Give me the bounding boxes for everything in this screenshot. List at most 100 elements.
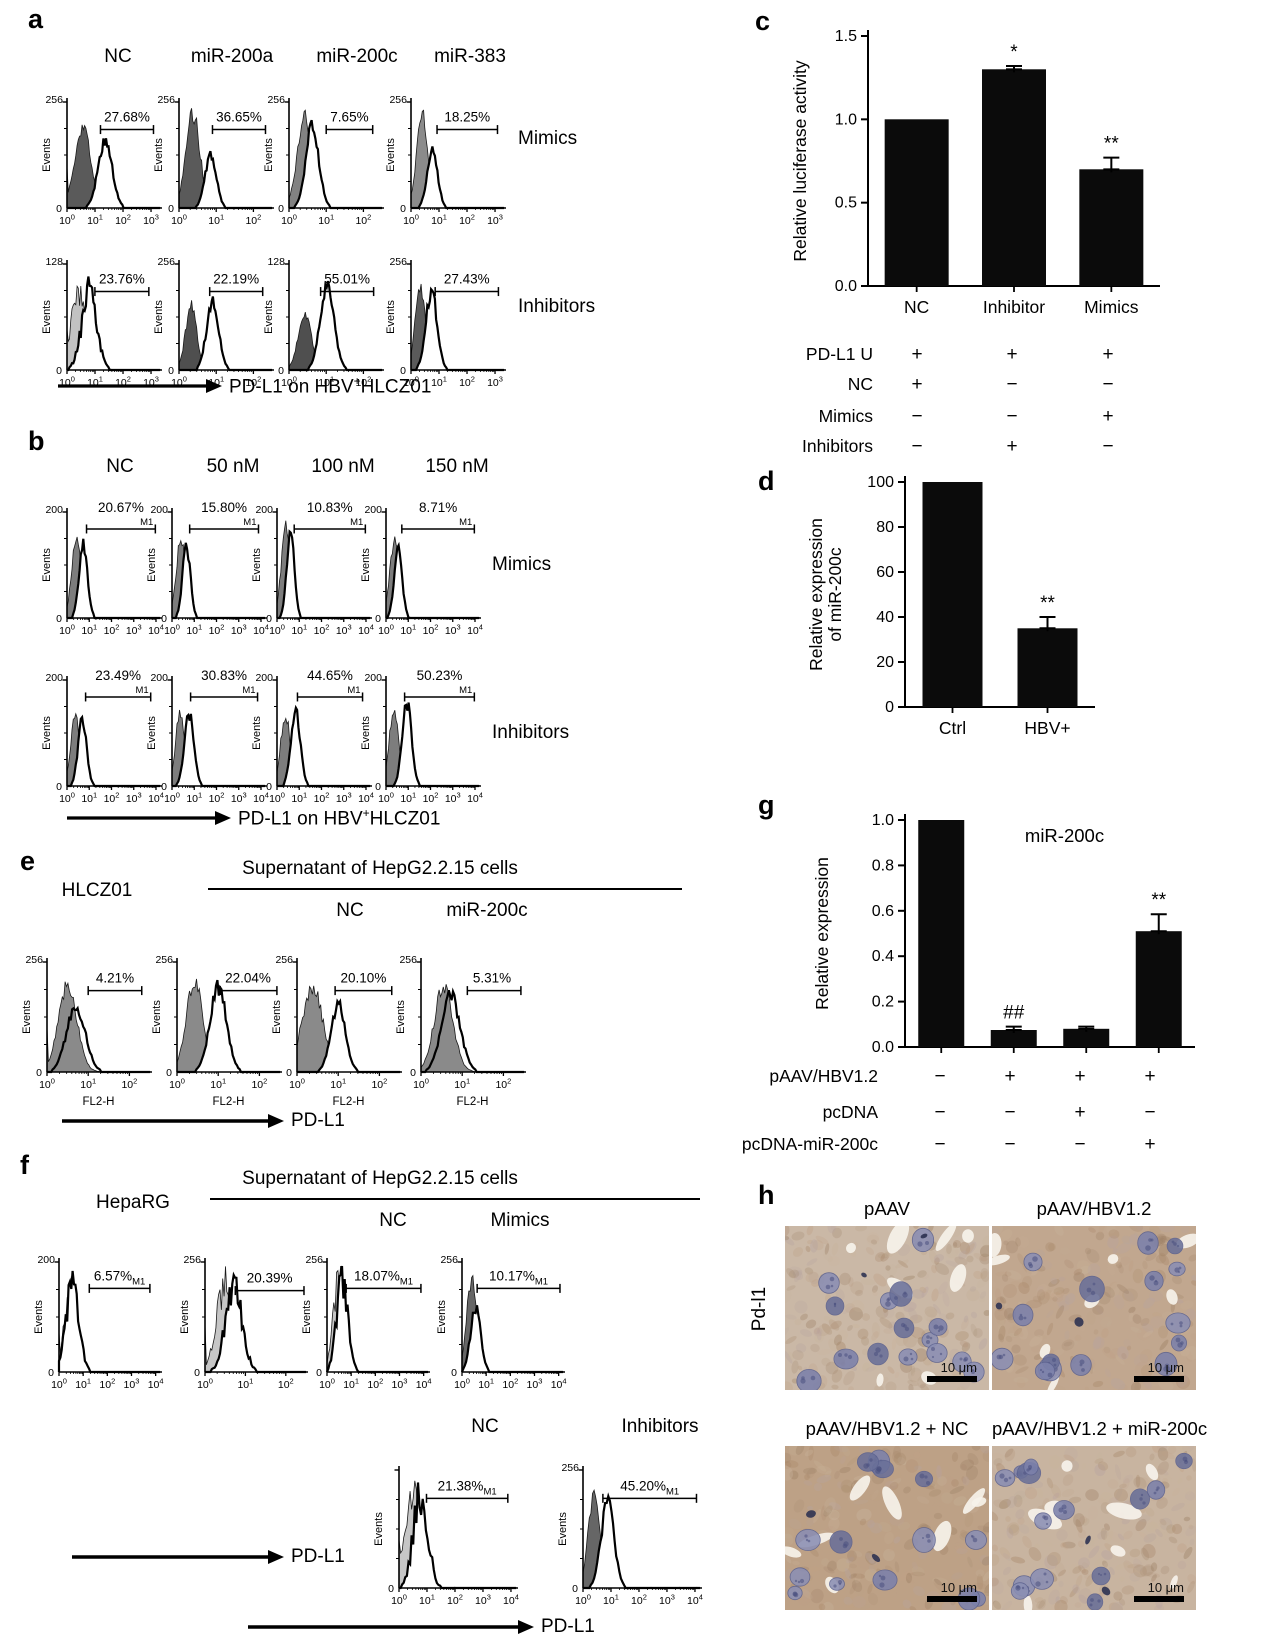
scale-label: 10 μm — [941, 1580, 977, 1595]
svg-text:102: 102 — [245, 213, 261, 228]
svg-text:Events: Events — [264, 300, 275, 334]
svg-text:Events: Events — [252, 716, 263, 750]
svg-text:100: 100 — [59, 375, 75, 390]
category-label: Ctrl — [939, 718, 966, 738]
panel-b-col-title-150nm: 150 nM — [425, 456, 489, 477]
bar — [918, 820, 965, 1047]
svg-text:0.0: 0.0 — [835, 278, 857, 295]
svg-text:100: 100 — [575, 1593, 591, 1608]
gate-percentage: 45.20%M1 — [620, 1478, 679, 1497]
svg-text:0: 0 — [48, 1367, 54, 1379]
svg-text:102: 102 — [104, 791, 120, 806]
flow-histogram-cell: 200 0 Events 100 101 102 103 104 6.57%M1 — [33, 1232, 164, 1394]
svg-text:Events: Events — [558, 1512, 569, 1546]
flow-histogram: 0 Events 100 101 102 103 104 21.38%M1 — [373, 1466, 519, 1608]
svg-text:200: 200 — [255, 672, 273, 684]
svg-text:100: 100 — [171, 213, 187, 228]
gate-percentage: 44.65% — [307, 668, 353, 683]
svg-text:Events: Events — [396, 1000, 407, 1034]
svg-text:100: 100 — [391, 1593, 407, 1608]
svg-text:200: 200 — [364, 672, 382, 684]
gate-percentage: 8.71% — [419, 500, 457, 515]
svg-text:104: 104 — [503, 1593, 519, 1608]
x-axis-arrow-icon — [62, 1114, 284, 1128]
flow-histogram-cell: 128 0 Events 100 101 102 55.01% — [263, 234, 386, 392]
gate-percentage: 18.25% — [444, 110, 490, 125]
svg-text:0: 0 — [166, 1067, 172, 1079]
panel-e-x-axis-label: PD-L1 — [291, 1110, 345, 1131]
svg-text:0.6: 0.6 — [872, 903, 894, 920]
svg-text:Events: Events — [147, 716, 158, 750]
category-label: Mimics — [1084, 297, 1139, 317]
panel-b-letter: b — [28, 426, 45, 456]
svg-text:Events: Events — [154, 138, 165, 172]
condition-cell: − — [1006, 374, 1018, 395]
gate-label: M1 — [135, 685, 148, 696]
x-axis-arrow-icon — [72, 1550, 284, 1564]
panel-a-col-title-mir200c: miR-200c — [316, 46, 398, 67]
category-label: Inhibitor — [983, 297, 1045, 317]
svg-text:100: 100 — [867, 474, 894, 491]
x-axis-arrow-icon — [248, 1620, 534, 1634]
scale-bar — [1134, 1376, 1184, 1382]
condition-row-label: pAAV/HBV1.2 — [769, 1066, 878, 1086]
svg-text:Events: Events — [272, 1000, 283, 1034]
gate-label: M1 — [350, 517, 363, 528]
condition-cell: − — [934, 1102, 946, 1123]
condition-cell: − — [911, 406, 923, 427]
svg-text:100: 100 — [413, 1077, 429, 1092]
condition-cell: − — [1144, 1102, 1156, 1123]
condition-cell: + — [911, 374, 923, 395]
bar — [1017, 628, 1078, 708]
svg-text:Events: Events — [42, 716, 53, 750]
condition-cell: + — [1102, 344, 1114, 365]
svg-text:104: 104 — [467, 791, 483, 806]
flow-histogram-cell: 256 0 Events 100 101 102 FL2-H 22.04% — [151, 932, 284, 1108]
svg-text:Events: Events — [374, 1512, 385, 1546]
svg-text:Events: Events — [152, 1000, 163, 1034]
condition-cell: + — [911, 344, 923, 365]
mir200c-expression-bar-chart: 0 20 40 60 80 100 Ctrl ** HBV+ Relative expressio… — [800, 474, 1160, 769]
panel-f: f Supernatant of HepG2.2.15 cells HepaRG… — [20, 1148, 720, 1649]
svg-text:100: 100 — [164, 623, 180, 638]
svg-text:103: 103 — [126, 623, 142, 638]
svg-text:102: 102 — [121, 1077, 137, 1092]
ihc-title-paav-hbv: pAAV/HBV1.2 — [1036, 1198, 1152, 1219]
flow-histogram: 256 0 Events 100 101 102 103 104 18.07%M1 — [301, 1254, 432, 1392]
flow-histogram-cell: 128 0 Events 100 101 102 103 23.76% — [41, 234, 164, 392]
svg-text:103: 103 — [475, 1593, 491, 1608]
svg-text:256: 256 — [561, 1462, 579, 1474]
svg-text:103: 103 — [336, 623, 352, 638]
gate-percentage: 18.07%M1 — [354, 1268, 413, 1287]
svg-text:0: 0 — [388, 1583, 394, 1595]
svg-text:101: 101 — [81, 791, 97, 806]
condition-cell: − — [1004, 1134, 1016, 1155]
flow-histogram: 256 0 Events 100 101 102 FL2-H 4.21% — [21, 954, 152, 1108]
panel-f-group-title: Supernatant of HepG2.2.15 cells — [242, 1168, 518, 1189]
svg-text:0: 0 — [161, 781, 167, 793]
condition-cell: + — [1144, 1066, 1156, 1087]
svg-text:102: 102 — [495, 1077, 511, 1092]
svg-text:103: 103 — [231, 623, 247, 638]
panel-c: c 0.0 0.5 1.0 1.5 NC * Inhibitor ** Mimics Relati… — [700, 6, 1279, 458]
panel-b-col-title-100nm: 100 nM — [311, 456, 375, 477]
panel-a-col-title-mir200a: miR-200a — [190, 46, 274, 67]
svg-text:FL2-H: FL2-H — [333, 1096, 365, 1108]
svg-text:102: 102 — [104, 623, 120, 638]
flow-histogram: 256 0 Events 100 101 102 FL2-H 20.10% — [271, 954, 402, 1108]
svg-text:103: 103 — [392, 1377, 408, 1392]
flow-histogram-cell: 256 0 Events 100 101 102 103 104 18.07%M1 — [301, 1232, 432, 1394]
svg-text:104: 104 — [416, 1377, 432, 1392]
svg-text:0.2: 0.2 — [872, 994, 894, 1011]
y-axis-label: Relative expression — [812, 857, 832, 1010]
condition-cell: − — [1074, 1134, 1086, 1155]
svg-text:102: 102 — [314, 623, 330, 638]
svg-text:101: 101 — [186, 623, 202, 638]
